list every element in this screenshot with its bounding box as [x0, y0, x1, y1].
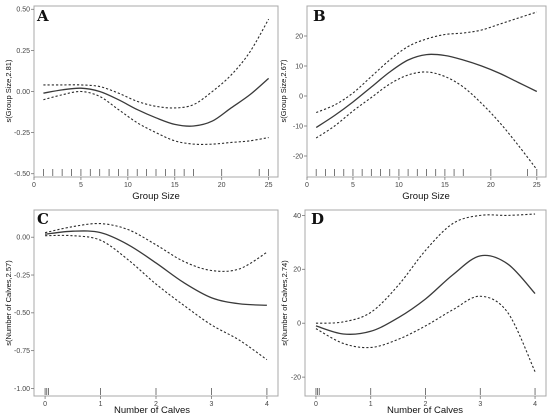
panel-b-xtick-label: 0 — [305, 182, 309, 189]
panel-d: D -20 0 20 40 0 1 2 3 4 Number of Calves s(Numbe… — [280, 209, 547, 416]
panel-a-xtick-label: 5 — [79, 182, 83, 189]
panel-a-lower-band — [43, 90, 269, 145]
panel-d-ylabel: s(Number of Calves,2.74) — [280, 260, 289, 346]
panel-d-frame — [304, 209, 547, 397]
panel-c-fit-line — [45, 230, 267, 306]
panel-c-xtick-label: 1 — [99, 401, 103, 408]
panel-b-ytick-label: -20 — [293, 153, 303, 160]
panel-d-xtick-label: 3 — [478, 401, 482, 408]
panel-d-ytick-label: 40 — [293, 213, 301, 220]
panel-d-xtick-label: 4 — [533, 401, 537, 408]
panel-c-upper-band — [44, 222, 268, 272]
panel-d-fit-line — [315, 254, 536, 335]
panel-a-fit-line — [43, 77, 270, 127]
panel-c-frame — [33, 209, 279, 397]
panel-d-lower-band — [315, 295, 536, 372]
panel-d-xtick-label: 0 — [314, 401, 318, 408]
panel-d-xtick-label: 2 — [424, 401, 428, 408]
panel-d-ytick-label: 0 — [297, 321, 301, 328]
panel-d-xlabel: Number of Calves — [387, 405, 463, 416]
panel-a-xtick-label: 10 — [124, 182, 132, 189]
panel-d-xtick-label: 1 — [369, 401, 373, 408]
panel-a-ytick-label: 0.25 — [16, 48, 30, 55]
panel-b-xtick-label: 25 — [533, 182, 541, 189]
panel-d-ytick-label: -20 — [291, 375, 301, 382]
panel-a: A -0.50 -0.25 0.00 0.25 0.50 0 5 10 15 20 25 Group… — [4, 5, 279, 202]
panel-a-label: A — [36, 7, 49, 25]
panel-c-xtick-label: 4 — [265, 401, 269, 408]
panel-b-lower-band — [315, 71, 538, 170]
panel-b-ytick-label: 10 — [295, 63, 303, 70]
panel-a-ylabel: s(Group Size,2.81) — [4, 59, 13, 122]
panel-b-xlabel: Group Size — [402, 191, 450, 202]
panel-d-ytick-label: 20 — [293, 267, 301, 274]
panel-c-xtick-label: 2 — [154, 401, 158, 408]
panel-d-upper-band — [315, 213, 536, 324]
panel-b: B -20 -10 0 10 20 0 5 10 15 20 25 Group Size s(Gro… — [279, 5, 547, 202]
panel-a-ytick-label: -0.50 — [14, 171, 30, 178]
panel-a-frame — [33, 5, 279, 178]
panel-c: C -1.00 -0.75 -0.50 -0.25 0.00 0 1 2 3 4 Number o… — [4, 209, 279, 416]
panel-c-xlabel: Number of Calves — [114, 405, 190, 416]
panel-c-xtick-label: 0 — [43, 401, 47, 408]
panel-c-ytick-label: 0.00 — [16, 235, 30, 242]
panel-b-fit-line — [315, 53, 538, 129]
panel-c-label: C — [37, 210, 49, 228]
panel-b-xtick-label: 5 — [351, 182, 355, 189]
panel-a-plot: -0.50 -0.25 0.00 0.25 0.50 0 5 10 15 20 25 — [14, 7, 273, 189]
panel-a-xtick-label: 0 — [32, 182, 36, 189]
panel-d-plot: -20 0 20 40 0 1 2 3 4 — [291, 213, 537, 408]
panel-c-ytick-label: -1.00 — [14, 386, 30, 393]
panel-a-ytick-label: 0.50 — [16, 7, 30, 14]
panel-a-ytick-label: -0.25 — [14, 130, 30, 137]
panel-b-xtick-label: 15 — [441, 182, 449, 189]
panel-c-ytick-label: -0.50 — [14, 310, 30, 317]
panel-b-frame — [306, 5, 547, 178]
panel-a-xlabel: Group Size — [132, 191, 180, 202]
panel-c-ytick-label: -0.25 — [14, 272, 30, 279]
panel-a-xtick-label: 25 — [265, 182, 273, 189]
panel-b-ytick-label: 0 — [299, 93, 303, 100]
panel-a-xtick-label: 15 — [171, 182, 179, 189]
panel-c-ytick-label: -0.75 — [14, 348, 30, 355]
panel-b-ylabel: s(Group Size,2.67) — [279, 59, 288, 122]
panel-b-ytick-label: 20 — [295, 33, 303, 40]
panel-c-plot: -1.00 -0.75 -0.50 -0.25 0.00 0 1 2 3 4 — [14, 222, 269, 408]
panel-b-ytick-label: -10 — [293, 123, 303, 130]
panel-a-xtick-label: 20 — [218, 182, 226, 189]
panel-a-upper-band — [43, 18, 270, 109]
panel-c-xtick-label: 3 — [210, 401, 214, 408]
panel-b-plot: -20 -10 0 10 20 0 5 10 15 20 25 — [293, 11, 541, 189]
panel-a-ytick-label: 0.00 — [16, 89, 30, 96]
panel-b-xtick-label: 20 — [487, 182, 495, 189]
panel-d-label: D — [311, 210, 324, 228]
panel-b-xtick-label: 10 — [395, 182, 403, 189]
panel-c-lower-band — [45, 234, 268, 361]
panel-c-ylabel: s(Number of Calves,2.57) — [4, 260, 13, 346]
panel-b-label: B — [313, 7, 326, 25]
